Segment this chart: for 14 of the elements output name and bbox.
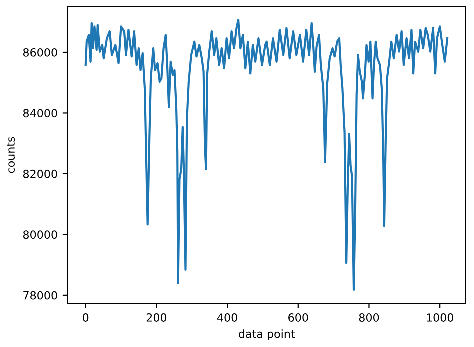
y-tick-label: 78000 bbox=[24, 291, 58, 300]
x-tick-label: 200 bbox=[146, 314, 167, 322]
x-axis-title: data point bbox=[239, 330, 296, 340]
x-tick-label: 400 bbox=[217, 314, 238, 322]
x-tick-label: 800 bbox=[359, 314, 380, 322]
y-axis-title: counts bbox=[7, 137, 16, 174]
y-tick-label: 86000 bbox=[23, 48, 58, 57]
x-tick-label: 600 bbox=[288, 314, 308, 322]
y-tick-label: 80000 bbox=[23, 230, 58, 240]
y-tick-label: 82000 bbox=[23, 170, 58, 178]
x-tick-label: 0 bbox=[83, 314, 89, 322]
line-series bbox=[84, 18, 449, 292]
x-tick-label: 1000 bbox=[427, 314, 454, 322]
y-tick-label: 84000 bbox=[23, 109, 58, 118]
